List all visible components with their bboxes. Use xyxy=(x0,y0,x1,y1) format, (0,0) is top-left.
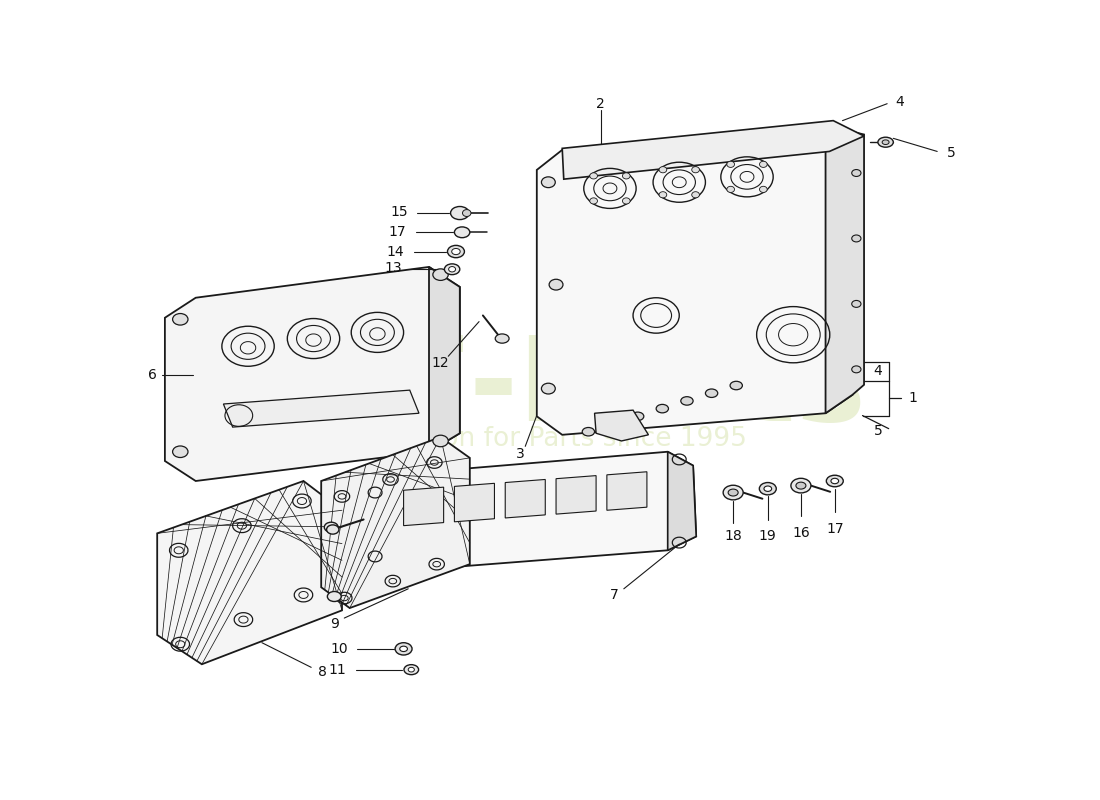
Polygon shape xyxy=(537,126,852,435)
Ellipse shape xyxy=(448,246,464,258)
Ellipse shape xyxy=(549,279,563,290)
Ellipse shape xyxy=(723,486,744,500)
Ellipse shape xyxy=(730,382,743,390)
Polygon shape xyxy=(825,126,865,414)
Ellipse shape xyxy=(705,389,717,398)
Ellipse shape xyxy=(449,266,455,272)
Ellipse shape xyxy=(404,665,419,674)
Ellipse shape xyxy=(882,140,889,145)
Text: 17: 17 xyxy=(388,225,406,238)
Ellipse shape xyxy=(851,301,861,307)
Text: 19: 19 xyxy=(759,530,777,543)
Polygon shape xyxy=(607,472,647,510)
Ellipse shape xyxy=(759,482,777,495)
Ellipse shape xyxy=(759,186,767,193)
Ellipse shape xyxy=(395,642,412,655)
Ellipse shape xyxy=(454,227,470,238)
Ellipse shape xyxy=(328,591,341,602)
Text: 17: 17 xyxy=(826,522,844,536)
Polygon shape xyxy=(594,410,649,441)
Ellipse shape xyxy=(408,667,415,672)
Text: 9: 9 xyxy=(330,618,339,631)
Text: 13: 13 xyxy=(384,262,403,275)
Ellipse shape xyxy=(681,397,693,405)
Ellipse shape xyxy=(656,404,669,413)
Polygon shape xyxy=(404,487,443,526)
Ellipse shape xyxy=(444,264,460,274)
Polygon shape xyxy=(429,267,460,452)
Polygon shape xyxy=(668,452,696,550)
Ellipse shape xyxy=(173,314,188,325)
Polygon shape xyxy=(362,452,696,572)
Ellipse shape xyxy=(692,192,700,198)
Ellipse shape xyxy=(541,177,556,188)
Ellipse shape xyxy=(796,482,806,489)
Ellipse shape xyxy=(878,137,893,147)
Text: 11: 11 xyxy=(329,662,346,677)
Ellipse shape xyxy=(433,435,449,446)
Text: 15: 15 xyxy=(390,206,408,219)
Polygon shape xyxy=(562,121,865,179)
Polygon shape xyxy=(165,267,460,481)
Ellipse shape xyxy=(659,166,667,173)
Polygon shape xyxy=(321,437,470,608)
Ellipse shape xyxy=(399,646,407,651)
Text: 3: 3 xyxy=(516,447,525,461)
Ellipse shape xyxy=(659,192,667,198)
Text: 8: 8 xyxy=(318,665,327,679)
Polygon shape xyxy=(157,481,342,664)
Ellipse shape xyxy=(727,186,735,193)
Text: 4: 4 xyxy=(895,95,903,109)
Ellipse shape xyxy=(173,446,188,458)
Ellipse shape xyxy=(631,412,644,421)
Text: 16: 16 xyxy=(792,526,810,540)
Ellipse shape xyxy=(851,235,861,242)
Ellipse shape xyxy=(623,198,630,204)
Ellipse shape xyxy=(433,269,449,281)
Ellipse shape xyxy=(590,198,597,204)
Ellipse shape xyxy=(451,206,469,219)
Ellipse shape xyxy=(462,210,471,217)
Ellipse shape xyxy=(851,170,861,177)
Ellipse shape xyxy=(541,383,556,394)
Ellipse shape xyxy=(495,334,509,343)
Text: 14: 14 xyxy=(386,245,404,258)
Polygon shape xyxy=(556,476,596,514)
Ellipse shape xyxy=(851,366,861,373)
Ellipse shape xyxy=(759,162,767,167)
Ellipse shape xyxy=(327,525,339,534)
Text: 7: 7 xyxy=(610,588,619,602)
Ellipse shape xyxy=(830,478,838,484)
Text: 10: 10 xyxy=(330,642,348,656)
Polygon shape xyxy=(505,479,546,518)
Text: ETF-Parts: ETF-Parts xyxy=(231,331,866,446)
Text: 12: 12 xyxy=(431,356,450,370)
Text: 1: 1 xyxy=(909,391,917,405)
Polygon shape xyxy=(454,483,495,522)
Ellipse shape xyxy=(826,475,844,486)
Text: 18: 18 xyxy=(724,530,743,543)
Polygon shape xyxy=(223,390,419,427)
Ellipse shape xyxy=(623,173,630,179)
Text: 5: 5 xyxy=(873,424,882,438)
Ellipse shape xyxy=(728,489,738,496)
Text: 4: 4 xyxy=(873,364,882,378)
Ellipse shape xyxy=(692,166,700,173)
Text: a passion for Parts since 1995: a passion for Parts since 1995 xyxy=(350,426,747,452)
Ellipse shape xyxy=(590,173,597,179)
Ellipse shape xyxy=(607,420,619,428)
Ellipse shape xyxy=(727,162,735,167)
Ellipse shape xyxy=(452,249,460,254)
Ellipse shape xyxy=(791,478,811,493)
Text: 5: 5 xyxy=(947,146,956,160)
Ellipse shape xyxy=(763,486,772,491)
Ellipse shape xyxy=(324,522,338,532)
Text: 6: 6 xyxy=(148,368,157,382)
Ellipse shape xyxy=(582,427,594,436)
Text: 2: 2 xyxy=(596,97,605,110)
